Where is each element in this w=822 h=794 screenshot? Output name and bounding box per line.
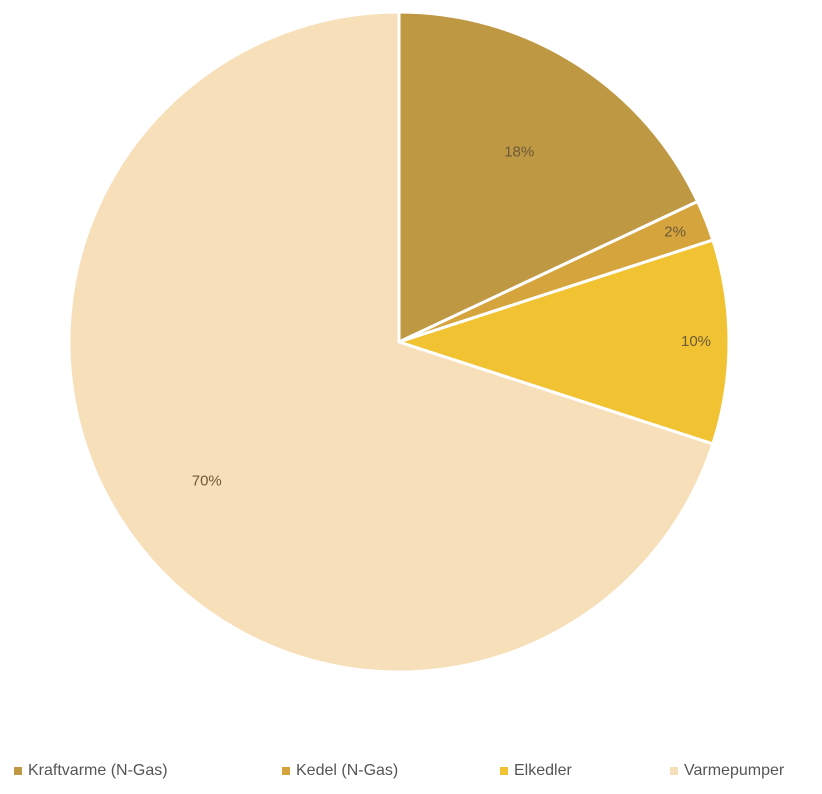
legend-label-kraftvarme: Kraftvarme (N-Gas) [28, 762, 168, 779]
legend-swatch-varmepumper [670, 767, 678, 775]
pie-labels: 18% 2% 10% 70% [192, 144, 711, 490]
pie-label-varmepumper: 70% [192, 473, 222, 490]
legend-label-kedel: Kedel (N-Gas) [296, 762, 399, 779]
pie-label-kraftvarme: 18% [504, 144, 534, 161]
legend-swatch-kraftvarme [14, 767, 22, 775]
legend-item-kraftvarme: Kraftvarme (N-Gas) [14, 762, 168, 780]
legend: Kraftvarme (N-Gas) Kedel (N-Gas) Elkedle… [0, 762, 822, 788]
legend-label-varmepumper: Varmepumper [684, 762, 785, 779]
pie-label-elkedler: 10% [681, 333, 711, 350]
legend-swatch-kedel [282, 767, 290, 775]
pie-slices [67, 10, 731, 674]
pie-label-kedel: 2% [664, 224, 686, 241]
legend-item-elkedler: Elkedler [500, 762, 572, 780]
pie-slice-elkedler [394, 238, 731, 446]
legend-label-elkedler: Elkedler [514, 762, 572, 779]
pie-chart: 18% 2% 10% 70% [67, 10, 731, 674]
pie-slice-varmepumper [67, 10, 715, 674]
legend-item-varmepumper: Varmepumper [670, 762, 784, 780]
pie-slice-kraftvarme [397, 10, 700, 345]
legend-swatch-elkedler [500, 767, 508, 775]
legend-item-kedel: Kedel (N-Gas) [282, 762, 398, 780]
